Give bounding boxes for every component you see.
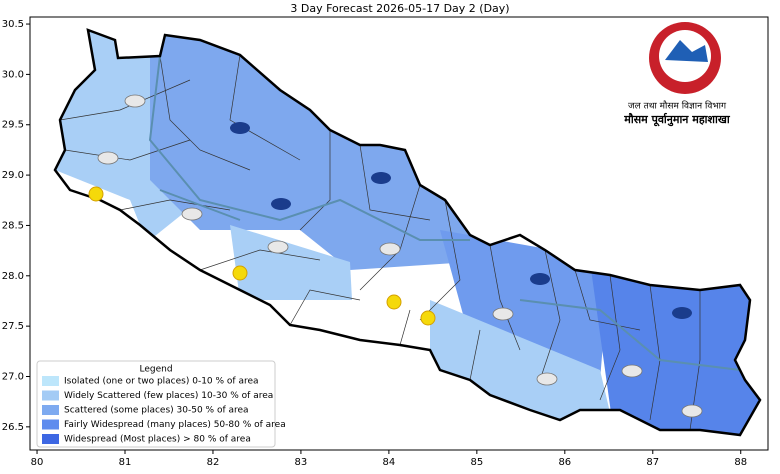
legend-label: Widespread (Most places) > 80 % of area: [64, 435, 251, 445]
x-tick-label: 82: [207, 457, 220, 468]
legend-swatch: [42, 405, 59, 415]
x-tick-label: 84: [383, 457, 396, 468]
axis-ticks: 80 81 82 83 84 85 86 87 88 26.5 27.0 27.5 28.0 28.5 29…: [2, 19, 747, 468]
y-tick-label: 27.5: [2, 321, 24, 332]
department-name: जल तथा मौसम विज्ञान विभाग: [628, 100, 727, 112]
y-tick-label: 27.0: [2, 371, 24, 382]
legend-label: Fairly Widespread (many places) 50-80 % …: [64, 420, 286, 430]
legend-title: Legend: [139, 365, 172, 375]
title: 3 Day Forecast 2026-05-17 Day 2 (Day): [290, 2, 509, 15]
y-tick-label: 28.5: [2, 220, 24, 231]
x-tick-label: 86: [558, 457, 571, 468]
x-tick-label: 81: [119, 457, 132, 468]
legend-label: Widely Scattered (few places) 10-30 % of…: [64, 391, 273, 401]
legend-swatch: [42, 419, 59, 430]
x-tick-label: 88: [734, 457, 747, 468]
legend-swatch: [42, 434, 59, 444]
logo: जल तथा मौसम विज्ञान विभाग मौसम पूर्वानुम…: [623, 22, 731, 127]
x-tick-label: 83: [295, 457, 308, 468]
x-tick-label: 87: [646, 457, 659, 468]
y-tick-label: 29.5: [2, 120, 24, 131]
y-tick-label: 30.0: [2, 69, 24, 80]
legend-swatch: [42, 390, 59, 401]
x-tick-label: 80: [31, 457, 44, 468]
axes-frame: [29, 16, 769, 451]
legend-label: Scattered (some places) 30-50 % of area: [64, 406, 249, 416]
y-tick-label: 29.0: [2, 170, 24, 181]
country-outline: [53, 28, 762, 437]
legend: Legend Isolated (one or two places) 0-10…: [36, 360, 286, 448]
legend-label: Isolated (one or two places) 0-10 % of a…: [64, 377, 259, 387]
y-tick-label: 28.0: [2, 271, 24, 282]
y-tick-label: 30.5: [2, 19, 24, 30]
weather-icons: [88, 94, 703, 418]
y-tick-label: 26.5: [2, 422, 24, 433]
legend-swatch: [42, 376, 59, 386]
x-tick-label: 85: [470, 457, 483, 468]
division-name: मौसम पूर्वानुमान महाशाखा: [623, 112, 731, 127]
